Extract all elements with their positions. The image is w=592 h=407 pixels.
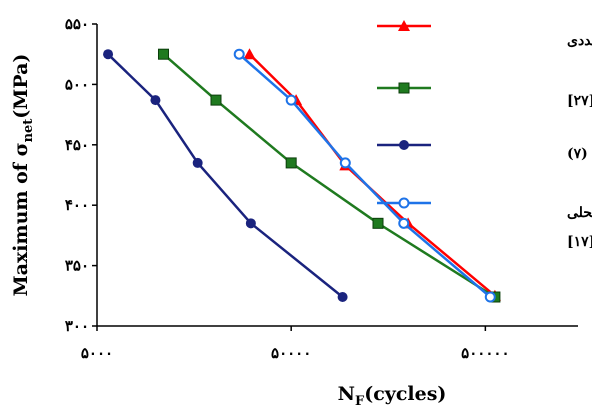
y-tick-label: ۳۰۰ (65, 317, 89, 335)
x-tick-label: ۵۰۰۰۰ (271, 344, 311, 362)
legend-label-nonlocal-line2: [۱۷] (567, 234, 592, 250)
legend-item-experimental: نتایج تجربی [۲۷] (377, 82, 592, 109)
data-point-series-3 (484, 291, 496, 303)
legend-item-numerical: روش عددی (377, 20, 592, 49)
legend-item-nonlocal: روش غیر محلی [۱۷] (377, 197, 592, 250)
data-point-series-0 (243, 48, 256, 60)
x-tick-label: ۵۰۰۰۰۰ (461, 344, 509, 362)
x-axis-title: NF(cycles) (338, 383, 447, 407)
legend-open-circle-marker (398, 197, 410, 209)
data-point-series-2 (245, 218, 256, 229)
y-axis-title-main: Maximum of σ (10, 142, 32, 296)
x-axis-title-main: N (338, 383, 355, 405)
legend-circle-marker (399, 140, 409, 150)
data-point-series-2 (103, 49, 114, 60)
data-point-series-3 (233, 48, 245, 60)
x-ticks: ۵۰۰۰ ۵۰۰۰۰ ۵۰۰۰۰۰ (81, 326, 510, 362)
data-point-series-3 (339, 157, 351, 169)
data-point-series-2 (192, 157, 203, 168)
series-layer (103, 48, 501, 303)
x-tick-label: ۵۰۰۰ (81, 344, 113, 362)
data-point-series-1 (157, 48, 169, 60)
legend-item-integrated: رابطه محلی انتگرال گیری شده (۷) (377, 140, 592, 162)
legend-label-numerical: روش عددی (567, 33, 592, 49)
legend-label-nonlocal-line1: روش غیر محلی (567, 205, 592, 221)
series-line-0 (248, 53, 496, 297)
y-axis-title-suffix: (MPa) (10, 54, 32, 119)
data-point-series-1 (210, 94, 222, 106)
y-tick-label: ۴۵۰ (65, 136, 89, 154)
data-point-series-3 (398, 217, 410, 229)
legend-label-integrated: رابطه محلی انتگرال گیری شده (۷) (567, 145, 592, 162)
data-point-series-2 (337, 292, 348, 303)
legend-square-marker (398, 82, 410, 94)
y-tick-label: ۵۵۰ (65, 15, 89, 33)
data-point-series-2 (150, 95, 161, 106)
data-point-series-1 (285, 157, 297, 169)
y-axis-title: Maximum of σnet(MPa) (10, 54, 36, 297)
legend-label-experimental: نتایج تجربی [۲۷] (567, 93, 592, 109)
axes (96, 24, 578, 327)
legend: روش عددی نتایج تجربی [۲۷] رابطه محلی انت… (377, 20, 592, 250)
y-tick-label: ۴۰۰ (65, 196, 89, 214)
x-axis-title-sub: F (355, 394, 365, 407)
y-ticks: ۳۰۰ ۳۵۰ ۴۰۰ ۴۵۰ ۵۰۰ ۵۵۰ (65, 15, 97, 335)
y-axis-title-sub: net (21, 119, 36, 143)
data-point-series-1 (372, 217, 384, 229)
data-point-series-3 (285, 94, 297, 106)
legend-triangle-marker (398, 20, 410, 31)
y-tick-label: ۵۰۰ (65, 75, 89, 93)
y-tick-label: ۳۵۰ (65, 257, 89, 275)
x-axis-title-suffix: (cycles) (364, 383, 446, 405)
series-line-1 (162, 53, 496, 299)
